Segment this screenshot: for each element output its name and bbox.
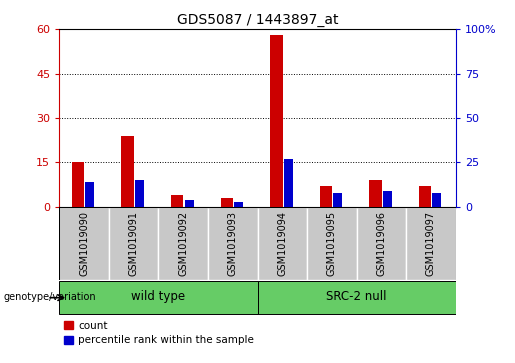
Bar [220, 198, 233, 207]
Bar [419, 186, 431, 207]
Text: GSM1019096: GSM1019096 [376, 211, 386, 276]
Bar [270, 35, 283, 207]
Bar [320, 186, 332, 207]
Text: GSM1019092: GSM1019092 [178, 211, 188, 276]
Text: GSM1019095: GSM1019095 [327, 211, 337, 276]
Legend: count, percentile rank within the sample: count, percentile rank within the sample [64, 321, 254, 345]
Bar [258, 207, 307, 280]
Bar [307, 207, 356, 280]
Bar [185, 200, 194, 207]
Bar [109, 207, 159, 280]
Bar [383, 191, 392, 207]
Bar [159, 207, 208, 280]
Bar [135, 180, 144, 207]
Text: GSM1019091: GSM1019091 [129, 211, 139, 276]
Bar [284, 159, 293, 207]
Text: GSM1019097: GSM1019097 [426, 211, 436, 276]
Text: wild type: wild type [131, 290, 185, 303]
Bar [85, 182, 94, 207]
Bar [369, 180, 382, 207]
Bar [59, 281, 258, 314]
Text: GSM1019090: GSM1019090 [79, 211, 89, 276]
Bar [72, 162, 84, 207]
Title: GDS5087 / 1443897_at: GDS5087 / 1443897_at [177, 13, 338, 26]
Bar [356, 207, 406, 280]
Bar [171, 195, 183, 207]
Bar [433, 193, 441, 207]
Text: GSM1019094: GSM1019094 [277, 211, 287, 276]
Bar [333, 193, 342, 207]
Bar [208, 207, 258, 280]
Bar [122, 136, 134, 207]
Bar [59, 207, 109, 280]
Text: SRC-2 null: SRC-2 null [327, 290, 387, 303]
Bar [258, 281, 456, 314]
Text: genotype/variation: genotype/variation [4, 292, 96, 302]
Bar [406, 207, 456, 280]
Bar [234, 201, 243, 207]
Text: GSM1019093: GSM1019093 [228, 211, 238, 276]
